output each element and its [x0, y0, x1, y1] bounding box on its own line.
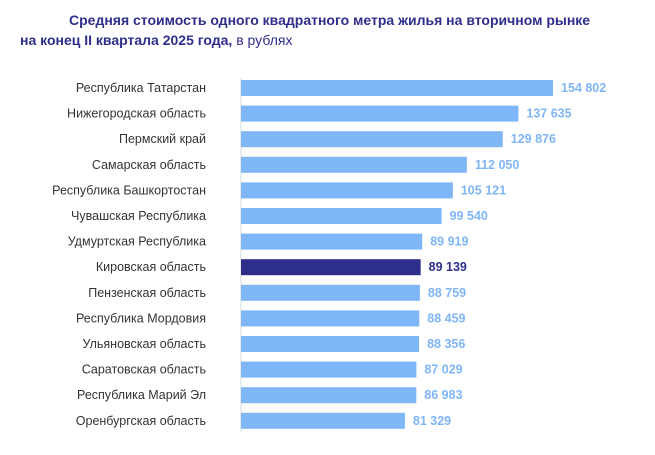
- chart-title-unit: в рублях: [232, 32, 293, 48]
- data-label: 137 635: [526, 107, 571, 121]
- bar: [241, 310, 420, 327]
- bar: [241, 284, 420, 301]
- bar-highlight: [241, 259, 421, 276]
- category-label: Кировская область: [96, 260, 206, 274]
- category-label: Республика Мордовия: [76, 311, 206, 325]
- category-label: Саратовская область: [82, 363, 206, 377]
- bar: [241, 80, 553, 96]
- bar: [241, 233, 423, 250]
- chart-title-period: на конец II квартала 2025 года,: [20, 32, 233, 48]
- bar: [241, 412, 405, 429]
- category-label: Республика Татарстан: [76, 81, 206, 95]
- data-label: 88 356: [427, 337, 465, 351]
- category-label: Ульяновская область: [82, 337, 206, 351]
- data-label: 154 802: [561, 81, 606, 95]
- data-label: 99 540: [450, 209, 488, 223]
- data-label: 105 121: [461, 183, 506, 197]
- data-label: 81 329: [413, 414, 451, 428]
- category-label: Республика Марий Эл: [77, 388, 206, 402]
- category-label: Пермский край: [119, 132, 206, 146]
- category-label: Пензенская область: [88, 286, 206, 300]
- bar: [241, 105, 519, 122]
- data-label: 129 876: [511, 132, 556, 146]
- category-label: Республика Башкортостан: [52, 183, 206, 197]
- data-label: 89 139: [429, 260, 467, 274]
- bar: [241, 208, 442, 224]
- chart-title-line1: Средняя стоимость одного квадратного мет…: [69, 12, 591, 28]
- data-label: 87 029: [424, 363, 462, 377]
- bar: [241, 182, 453, 199]
- chart-title-line2: на конец II квартала 2025 года, в рублях: [0, 30, 655, 50]
- category-label: Оренбургская область: [76, 414, 206, 428]
- data-label: 112 050: [475, 158, 520, 172]
- data-label: 88 759: [428, 286, 466, 300]
- chart-title: Средняя стоимость одного квадратного мет…: [0, 10, 655, 50]
- bar: [241, 361, 417, 378]
- category-label: Нижегородская область: [67, 107, 206, 121]
- category-label: Чувашская Республика: [71, 209, 206, 223]
- bar: [241, 336, 420, 352]
- bar: [241, 131, 503, 148]
- category-label: Самарская область: [92, 158, 206, 172]
- data-label: 88 459: [427, 311, 465, 325]
- category-label: Удмуртская Республика: [68, 235, 206, 249]
- bar: [241, 387, 417, 404]
- data-label: 89 919: [430, 235, 468, 249]
- data-label: 86 983: [424, 388, 462, 402]
- bar: [241, 156, 467, 173]
